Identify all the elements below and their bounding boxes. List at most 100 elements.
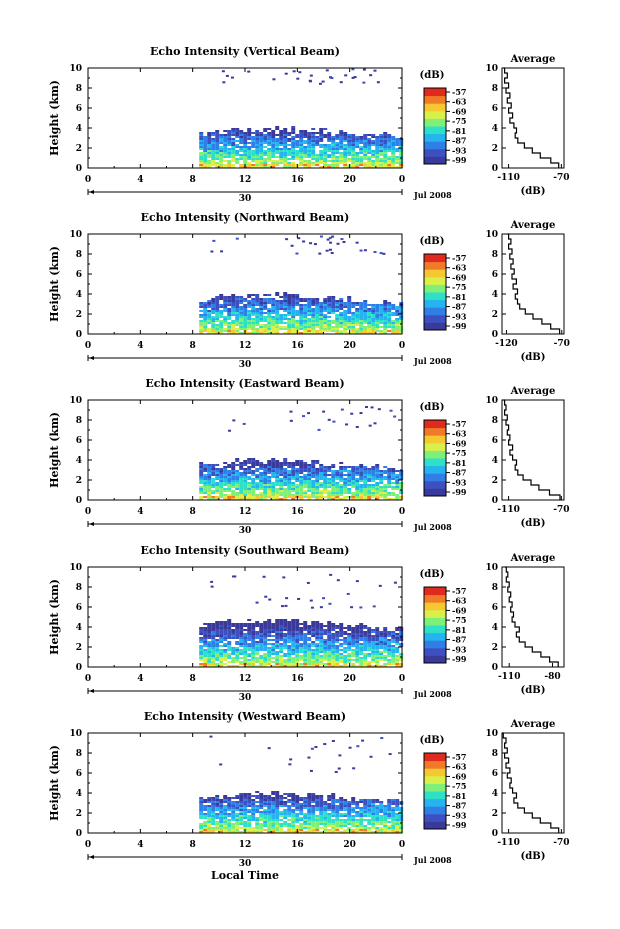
beam-panel-1: Echo Intensity (Northward Beam)0246810He… [48,211,570,370]
heatmap-cell [379,476,384,478]
heatmap-cell [223,304,228,306]
heatmap-cell [243,470,248,472]
heatmap-cell [295,633,300,635]
heatmap-cell [263,330,268,332]
heatmap-cell [275,647,280,649]
heatmap-cell [251,631,256,633]
heatmap-cell [367,476,372,478]
heatmap-cell [391,156,396,158]
heatmap-cell [251,625,256,627]
heatmap-cell [227,661,232,663]
heatmap-cell [279,316,284,318]
heatmap-cell [376,81,380,84]
heatmap-cell [259,805,264,807]
heatmap-cell [299,665,304,667]
heatmap-cell [271,821,276,823]
heatmap-cell [203,320,208,322]
x-tick-label: 20 [343,507,356,517]
heatmap-cell [375,807,380,809]
heatmap-cell [391,651,396,653]
heatmap-cell [299,633,304,635]
heatmap-cell [215,330,220,332]
heatmap-cell [227,160,232,162]
heatmap-cell [383,809,388,811]
heatmap-cell [291,621,296,623]
heatmap-cell [267,308,272,310]
heatmap-cell [291,126,296,128]
heatmap-cell [263,494,268,496]
heatmap-cell [239,831,244,833]
heatmap-cell [203,310,208,312]
heatmap-cell [239,132,244,134]
heatmap-cell [371,140,376,142]
heatmap-cell [287,801,292,803]
average-y-tick-label: 8 [492,250,498,260]
heatmap-cell [399,156,404,158]
heatmap-cell [391,637,396,639]
heatmap-cell [363,476,368,478]
heatmap-cell [359,464,364,466]
date-label: 30 [239,526,252,536]
heatmap-cell [227,318,232,320]
heatmap-cell [363,158,368,160]
heatmap-cell [335,819,340,821]
heatmap-cell [247,164,252,166]
heatmap-cell [251,633,256,635]
heatmap-cell [199,480,204,482]
heatmap-cell [367,162,372,164]
heatmap-cell [251,486,256,488]
heatmap-cell [343,328,348,330]
x-tick-label: 12 [239,341,252,351]
heatmap-cell [311,643,316,645]
heatmap-cell [255,635,260,637]
heatmap-cell [275,314,280,316]
heatmap-cell [375,645,380,647]
heatmap-cell [327,490,332,492]
heatmap-cell [393,581,397,584]
heatmap-cell [387,142,392,144]
heatmap-cell [279,160,284,162]
heatmap-cell [379,478,384,480]
heatmap-cell [363,635,368,637]
heatmap-cell [295,322,300,324]
heatmap-cell [355,241,359,244]
average-y-tick-label: 10 [485,230,498,240]
heatmap-cell [291,476,296,478]
heatmap-cell [287,655,292,657]
heatmap-cell [267,815,272,817]
heatmap-cell [247,482,252,484]
heatmap-cell [255,328,260,330]
heatmap-cell [199,310,204,312]
heatmap-cell [283,128,288,130]
heatmap-cell [199,486,204,488]
heatmap-cell [291,164,296,166]
heatmap-cell [199,797,204,799]
heatmap-cell [259,308,264,310]
heatmap-cell [295,326,300,328]
heatmap-cell [223,324,228,326]
heatmap-cell [335,639,340,641]
heatmap-cell [211,306,216,308]
heatmap-cell [275,831,280,833]
heatmap-cell [263,326,268,328]
heatmap-cell [211,140,216,142]
heatmap-cell [203,813,208,815]
heatmap-cell [371,142,376,144]
heatmap-cell [335,166,340,168]
heatmap-cell [395,827,400,829]
heatmap-cell [315,490,320,492]
heatmap-cell [379,314,384,316]
heatmap-cell [235,144,240,146]
heatmap-cell [371,825,376,827]
heatmap-cell [327,496,332,498]
heatmap-cell [231,647,236,649]
heatmap-cell [323,803,328,805]
heatmap-cell [387,302,392,304]
heatmap-cell [375,474,380,476]
heatmap-cell [303,312,308,314]
heatmap-cell [203,486,208,488]
heatmap-cell [387,472,392,474]
date-bar-arrow [89,356,94,360]
average-x-label: (dB) [521,186,546,197]
heatmap-cell [207,134,212,136]
